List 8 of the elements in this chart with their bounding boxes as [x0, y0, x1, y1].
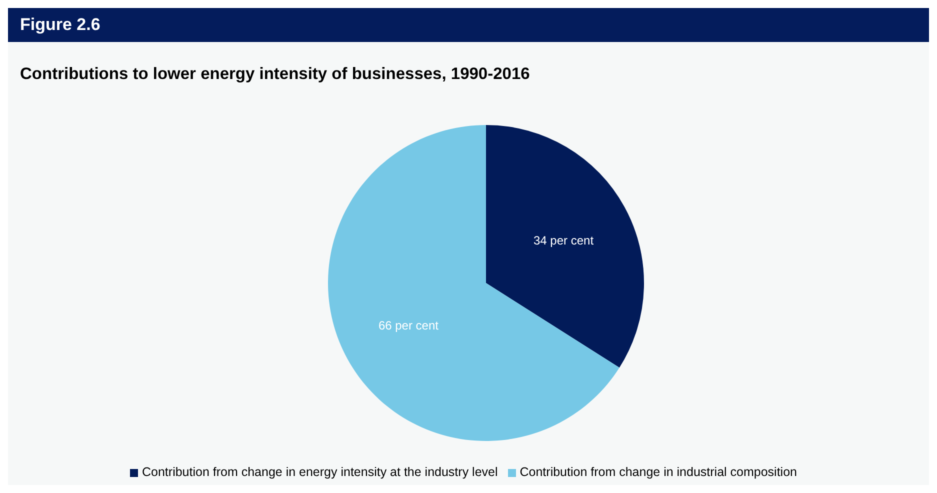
caption: Figure 2.6 — [20, 15, 100, 35]
pie-slice — [328, 125, 620, 441]
data-label: 34 per cent — [534, 233, 594, 248]
pie-slice — [486, 125, 644, 368]
chart-title: Contributions to lower energy intensity of businesses, 1990-2016 — [20, 65, 530, 84]
data-label: 66 per cent — [378, 318, 440, 333]
legend-label: Contribution from change in energy intensity at the industry level — [142, 465, 498, 479]
legend-label: Contribution from change in industrial composition — [520, 465, 797, 479]
